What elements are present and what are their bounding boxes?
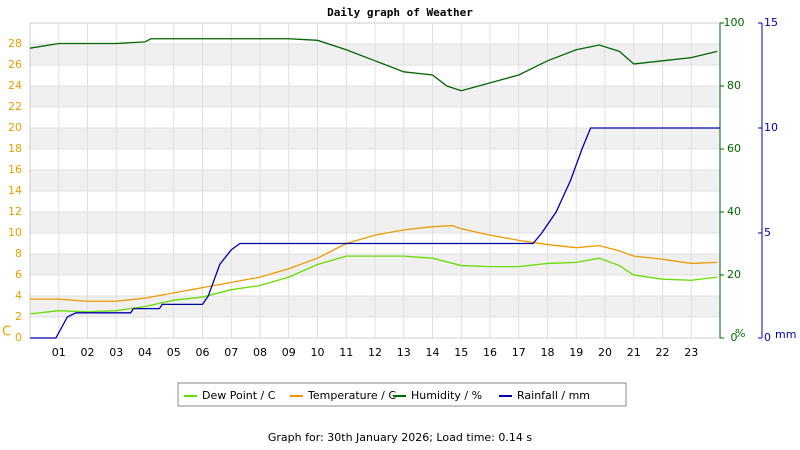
y-tick-label: 8	[15, 247, 22, 260]
x-tick-label: 14	[426, 346, 440, 359]
x-tick-label: 15	[454, 346, 468, 359]
chart-title: Daily graph of Weather	[327, 6, 473, 19]
x-tick-label: 17	[512, 346, 526, 359]
y3-tick-label: 5	[764, 226, 771, 239]
y-tick-label: 14	[8, 184, 22, 197]
x-tick-label: 12	[368, 346, 382, 359]
legend-label: Dew Point / C	[202, 389, 276, 402]
y-tick-label: 16	[8, 163, 22, 176]
x-tick-label: 08	[253, 346, 267, 359]
x-tick-label: 16	[483, 346, 497, 359]
y-unit: C	[2, 325, 11, 340]
series-line	[30, 224, 718, 302]
y3-tick-label: 0	[764, 331, 771, 344]
legend-label: Rainfall / mm	[517, 389, 590, 402]
x-tick-label: 04	[138, 346, 152, 359]
series-line	[29, 255, 718, 315]
y-tick-label: 0	[15, 331, 22, 344]
legend-box	[177, 382, 627, 407]
x-tick-label: 03	[109, 346, 123, 359]
y2-tick-label: 60	[727, 142, 741, 155]
y-tick-label: 10	[8, 226, 22, 239]
x-tick-label: 01	[52, 346, 66, 359]
y3-tick-label: 10	[764, 121, 778, 134]
y-tick-label: 6	[15, 268, 22, 281]
x-tick-label: 22	[656, 346, 670, 359]
x-tick-label: 11	[339, 346, 353, 359]
y2-tick-label: 80	[727, 79, 741, 92]
y-tick-label: 28	[8, 37, 22, 50]
y2-tick-label: 20	[727, 268, 741, 281]
x-tick-label: 06	[196, 346, 210, 359]
x-tick-label: 09	[282, 346, 296, 359]
y-tick-label: 26	[8, 58, 22, 71]
y2-tick-label: 0	[731, 331, 738, 344]
y2-tick-label: 100	[724, 16, 745, 29]
x-tick-label: 05	[167, 346, 181, 359]
x-tick-label: 23	[684, 346, 698, 359]
footer: Graph for: 30th January 2026; Load time:…	[268, 431, 532, 444]
y-tick-label: 24	[8, 79, 22, 92]
y3-tick-label: 15	[764, 16, 778, 29]
y-tick-label: 18	[8, 142, 22, 155]
x-tick-label: 13	[397, 346, 411, 359]
y-tick-label: 2	[15, 310, 22, 323]
x-tick-label: 10	[311, 346, 325, 359]
legend-label: Temperature / C	[307, 389, 396, 402]
series-line	[29, 38, 718, 92]
series-line	[30, 127, 720, 339]
legend-label: Humidity / %	[411, 389, 482, 402]
x-tick-label: 07	[224, 346, 238, 359]
y-tick-label: 4	[15, 289, 22, 302]
x-tick-label: 18	[541, 346, 555, 359]
y-tick-label: 22	[8, 100, 22, 113]
y-tick-label: 12	[8, 205, 22, 218]
x-tick-label: 20	[598, 346, 612, 359]
x-tick-label: 21	[627, 346, 641, 359]
y2-unit: %	[735, 327, 745, 340]
x-tick-label: 02	[81, 346, 95, 359]
y2-tick-label: 40	[727, 205, 741, 218]
y3-unit: mm	[775, 328, 796, 341]
x-tick-label: 19	[569, 346, 583, 359]
y-tick-label: 20	[8, 121, 22, 134]
